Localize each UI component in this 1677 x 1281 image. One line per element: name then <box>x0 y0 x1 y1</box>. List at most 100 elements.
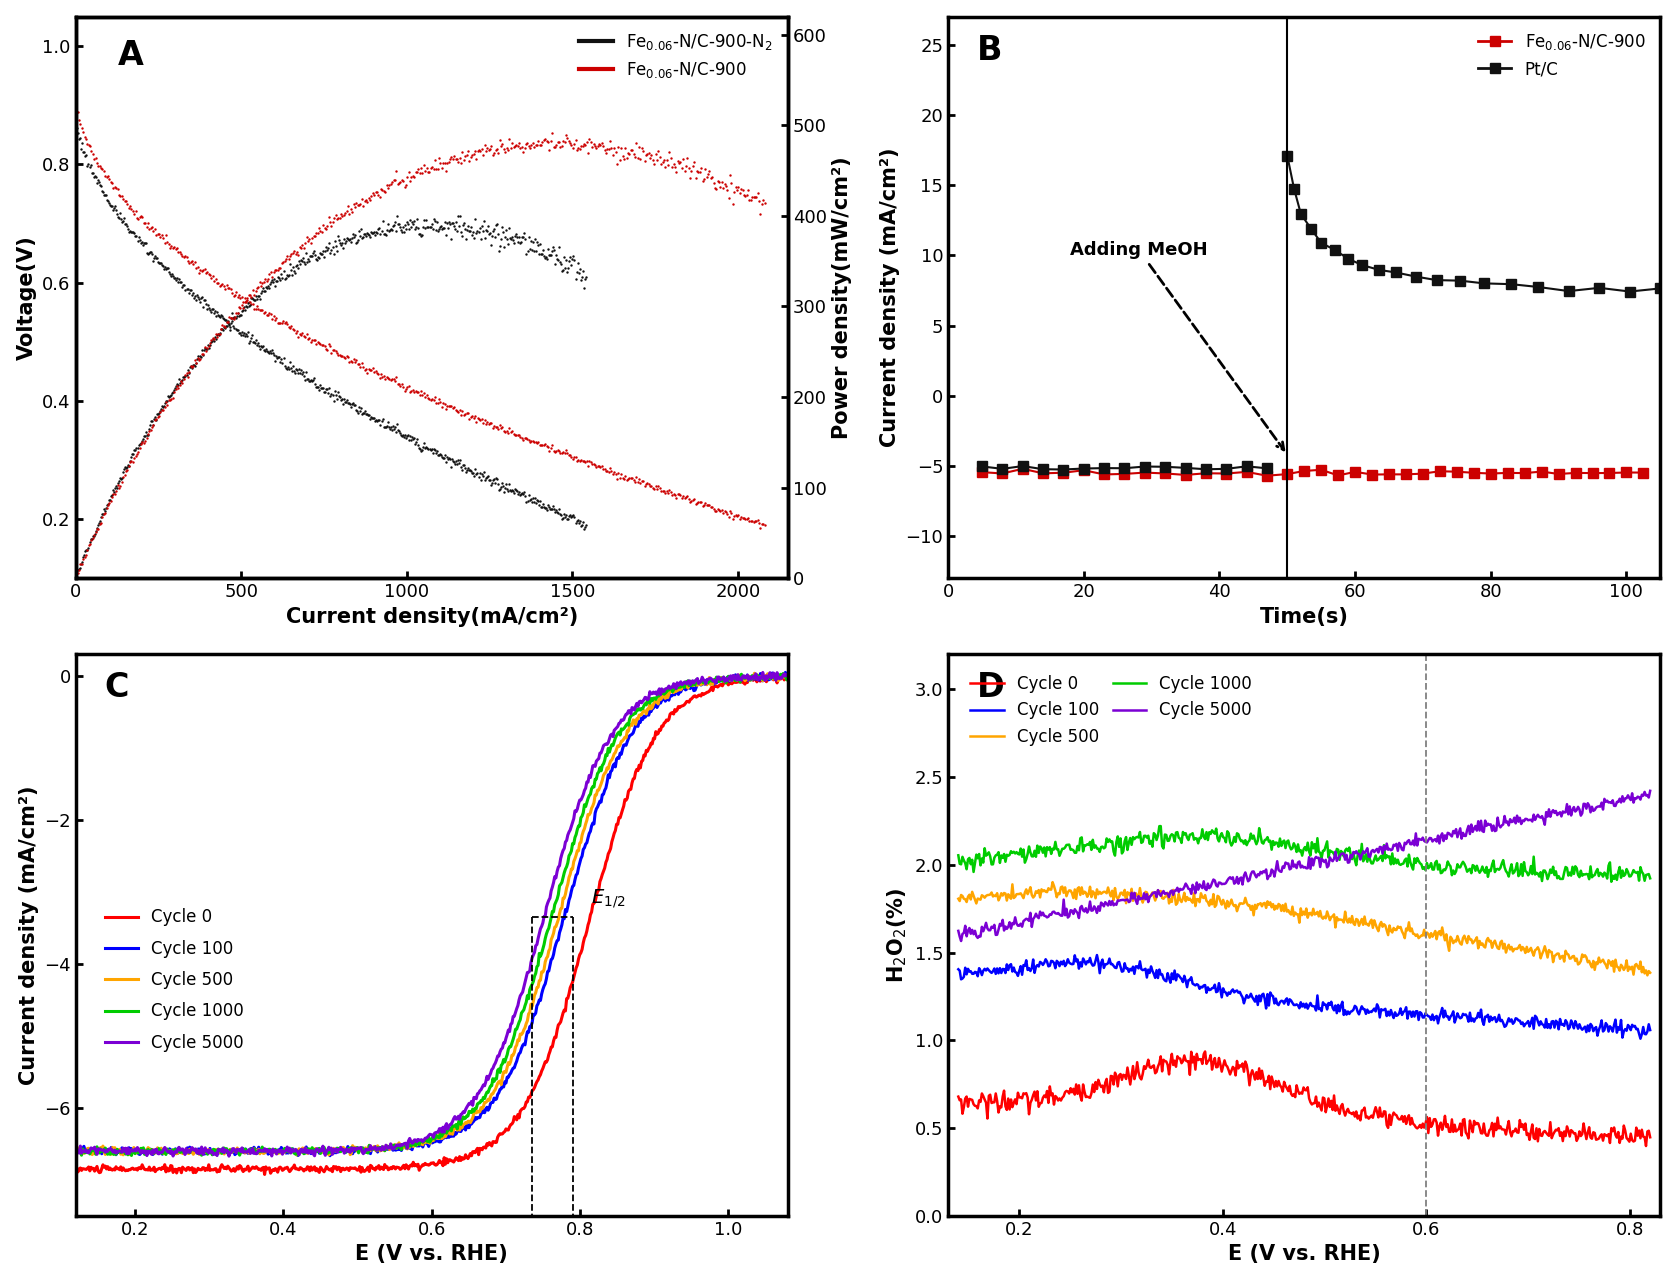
Point <box>350 196 377 216</box>
Cycle 5000 <box>191 1139 211 1154</box>
Point <box>342 232 369 252</box>
Cycle 500 <box>389 1135 409 1150</box>
Point <box>359 407 386 428</box>
Point <box>174 279 201 300</box>
Point <box>275 316 302 337</box>
Point <box>428 396 454 416</box>
Point <box>121 223 148 243</box>
Point <box>441 215 468 236</box>
Point <box>228 287 255 307</box>
Cycle 5000 <box>778 666 798 681</box>
Point <box>428 216 454 237</box>
Point <box>458 216 485 237</box>
Point <box>163 379 190 400</box>
Point <box>652 156 679 177</box>
Point <box>411 433 438 453</box>
Point <box>89 159 116 179</box>
Point <box>402 216 429 237</box>
Point <box>179 356 206 377</box>
Point <box>522 241 548 261</box>
Point <box>381 369 408 389</box>
Cycle 1000 <box>778 673 798 688</box>
Point <box>183 257 210 278</box>
Point <box>491 421 518 442</box>
Point <box>268 313 295 333</box>
Point <box>604 154 631 174</box>
Point <box>226 284 253 305</box>
Point <box>247 272 273 292</box>
Point <box>465 222 491 242</box>
Point <box>332 392 359 412</box>
Point <box>200 298 226 319</box>
Point <box>236 292 263 313</box>
Cycle 5000 <box>604 729 624 744</box>
Point <box>716 188 743 209</box>
Point <box>513 428 540 448</box>
Point <box>646 478 672 498</box>
Point <box>307 220 334 241</box>
Point <box>196 264 223 284</box>
Point <box>67 557 94 578</box>
Point <box>241 333 268 354</box>
Point <box>356 405 382 425</box>
Point <box>263 272 290 292</box>
Point <box>562 507 589 528</box>
Point <box>436 152 463 173</box>
Point <box>330 205 357 225</box>
Point <box>248 275 275 296</box>
Point <box>567 516 594 537</box>
Point <box>117 447 144 468</box>
Point <box>332 231 359 251</box>
Point <box>156 389 183 410</box>
Point <box>409 441 436 461</box>
Point <box>716 501 743 521</box>
Point <box>324 342 350 363</box>
Point <box>453 404 480 424</box>
Point <box>396 377 423 397</box>
Point <box>485 474 511 494</box>
Point <box>434 450 461 470</box>
Point <box>372 369 399 389</box>
Point <box>453 228 480 249</box>
Point <box>416 218 443 238</box>
Point <box>322 384 349 405</box>
Point <box>193 338 220 359</box>
Point <box>480 220 506 241</box>
Point <box>557 247 584 268</box>
Point <box>211 316 238 337</box>
Point <box>397 382 424 402</box>
Point <box>614 469 641 489</box>
Point <box>538 241 565 261</box>
Point <box>171 369 198 389</box>
Point <box>751 515 778 535</box>
Point <box>143 410 169 430</box>
Point <box>550 503 577 524</box>
Point <box>641 479 667 500</box>
Point <box>718 173 745 193</box>
Line: Cycle 5000: Cycle 5000 <box>75 673 788 1157</box>
Text: B: B <box>976 33 1003 67</box>
Point <box>273 266 300 287</box>
Point <box>132 428 159 448</box>
Point <box>569 451 595 471</box>
Point <box>381 419 408 439</box>
Point <box>649 152 676 173</box>
Point <box>525 432 552 452</box>
Point <box>92 186 119 206</box>
Point <box>164 378 191 398</box>
Point <box>354 192 381 213</box>
Point <box>500 482 527 502</box>
Point <box>459 464 486 484</box>
Point <box>693 167 719 187</box>
Point <box>451 457 478 478</box>
Point <box>465 407 491 428</box>
Point <box>134 243 161 264</box>
Point <box>132 430 159 451</box>
Point <box>397 216 424 237</box>
Point <box>312 218 339 238</box>
Point <box>258 266 285 287</box>
Point <box>562 131 589 151</box>
Point <box>522 432 548 452</box>
Point <box>148 402 174 423</box>
Point <box>396 161 423 182</box>
